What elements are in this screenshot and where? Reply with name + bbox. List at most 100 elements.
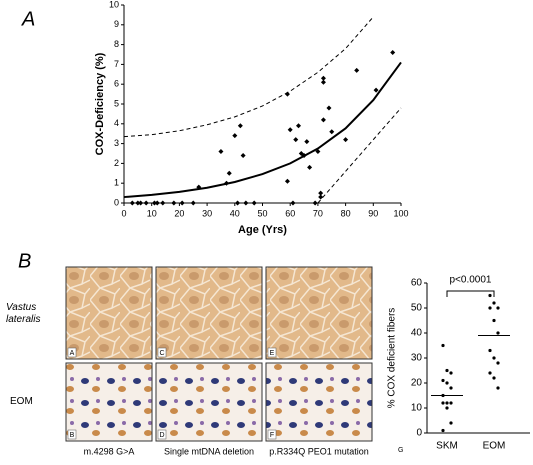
point [318, 194, 324, 200]
point [449, 386, 453, 390]
point [492, 301, 496, 305]
point [237, 123, 243, 129]
point [449, 401, 453, 405]
caption: p.R334Q PEO1 mutation [269, 446, 369, 456]
point [354, 67, 360, 73]
tile-label: A [70, 350, 75, 357]
micrograph [155, 362, 263, 442]
point [320, 117, 326, 123]
tile-label: F [270, 432, 274, 439]
point [320, 79, 326, 85]
point [320, 75, 326, 81]
tile-label: C [159, 350, 164, 357]
point [496, 386, 500, 390]
point [293, 137, 299, 143]
y-tick-label: 8 [114, 39, 119, 49]
panel-label: B [18, 250, 31, 272]
y-tick-label: 20 [411, 378, 423, 389]
micrograph [265, 266, 373, 360]
micrograph [265, 362, 373, 442]
point [492, 318, 496, 323]
point [190, 200, 196, 206]
x-tick-label: 10 [147, 208, 157, 218]
point [243, 200, 249, 206]
point [284, 178, 290, 184]
tile-label-box [67, 347, 77, 358]
point [315, 149, 321, 155]
y-tick-label: 30 [411, 353, 423, 364]
point [445, 406, 449, 410]
point [441, 343, 445, 348]
point [492, 356, 496, 360]
row-label: EOM [10, 396, 33, 407]
point [441, 428, 445, 433]
point [235, 200, 241, 206]
point [496, 361, 500, 365]
point [329, 129, 335, 135]
y-tick-label: 4 [114, 118, 119, 128]
x-tick-label: 0 [121, 208, 126, 218]
y-tick-label: 3 [114, 138, 119, 148]
y-tick-label: 7 [114, 59, 119, 69]
y-tick-label: 0 [416, 428, 422, 439]
micrographs [65, 266, 373, 442]
x-tick-label: EOM [483, 441, 506, 452]
tile-label: E [270, 350, 275, 357]
caption: Single mtDNA deletion [164, 446, 254, 456]
point [196, 184, 202, 190]
point [449, 421, 453, 425]
point [445, 381, 449, 385]
micrograph [65, 266, 153, 360]
x-tick-label: 70 [313, 208, 323, 218]
point [496, 331, 500, 335]
point [312, 200, 318, 206]
point [218, 149, 224, 155]
y-tick-label: 5 [114, 98, 119, 108]
point [390, 50, 396, 56]
point [441, 378, 445, 383]
point [492, 376, 496, 380]
point [179, 200, 185, 206]
point [488, 348, 492, 353]
tile-label-box [157, 429, 167, 440]
point [296, 123, 302, 129]
point [135, 200, 141, 206]
x-tick-label: 50 [257, 208, 267, 218]
y-tick-label: 6 [114, 79, 119, 89]
y-tick-label: 9 [114, 19, 119, 29]
point [488, 293, 492, 298]
point [343, 137, 349, 143]
point [287, 127, 293, 133]
micrograph [155, 266, 263, 360]
point [441, 401, 445, 405]
panel-label: G [398, 447, 403, 454]
y-tick-label: 0 [114, 197, 119, 207]
tile-label-box [67, 429, 77, 440]
caption: m.4298 G>A [84, 446, 135, 456]
y-tick-label: 60 [411, 278, 423, 289]
x-tick-label: 20 [174, 208, 184, 218]
y-tick-label: 10 [109, 0, 119, 9]
point [154, 200, 160, 206]
tile-label: D [159, 432, 164, 439]
tile-label: B [70, 432, 75, 439]
annotation: p<0.0001 [450, 275, 492, 286]
bracket [446, 290, 495, 297]
point [138, 200, 144, 206]
point [160, 200, 166, 206]
point [304, 139, 310, 145]
tile-label-box [157, 347, 167, 358]
y-axis-label: COX-Deficiency (%) [94, 52, 106, 155]
point [129, 200, 135, 206]
x-axis-label: Age (Yrs) [238, 224, 287, 236]
y-tick-label: 40 [411, 328, 423, 339]
y-tick-label: 10 [411, 403, 423, 414]
x-tick-label: 80 [341, 208, 351, 218]
tile-label-box [267, 347, 277, 358]
point [284, 91, 290, 97]
point [488, 306, 492, 310]
bound-curve [317, 107, 402, 204]
point [445, 401, 449, 405]
